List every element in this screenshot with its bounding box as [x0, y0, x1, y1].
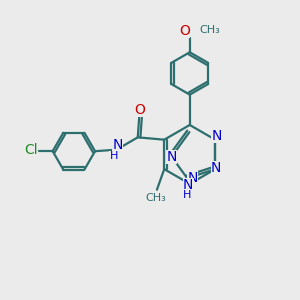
Text: H: H	[183, 190, 192, 200]
Text: O: O	[135, 103, 146, 117]
Text: N: N	[188, 171, 198, 185]
Text: CH₃: CH₃	[145, 193, 166, 203]
Text: O: O	[179, 24, 190, 38]
Text: N: N	[183, 178, 194, 192]
Text: Cl: Cl	[24, 143, 38, 157]
Text: N: N	[212, 129, 222, 143]
Text: H: H	[110, 151, 118, 161]
Text: N: N	[166, 150, 177, 164]
Text: CH₃: CH₃	[199, 25, 220, 34]
Text: N: N	[211, 161, 221, 175]
Text: N: N	[112, 138, 123, 152]
